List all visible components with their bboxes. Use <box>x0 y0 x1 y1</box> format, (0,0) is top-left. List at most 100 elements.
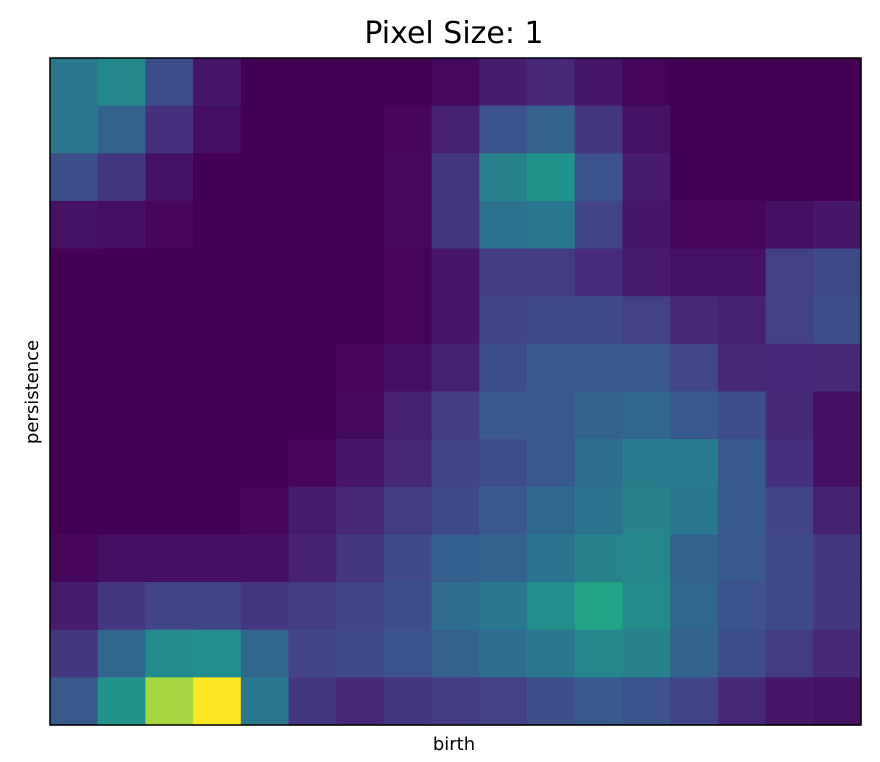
heatmap-cell <box>383 677 433 726</box>
heatmap-cell <box>574 629 624 678</box>
heatmap-cell <box>479 153 528 202</box>
heatmap-cell <box>193 391 242 440</box>
heatmap-cells <box>50 58 862 726</box>
heatmap-cell <box>193 343 242 393</box>
heatmap-cell <box>193 105 242 154</box>
heatmap-cell <box>145 582 194 631</box>
heatmap-cell <box>670 58 719 107</box>
heatmap-cell <box>670 105 719 154</box>
heatmap-cell <box>670 677 719 726</box>
heatmap-cell <box>336 439 385 488</box>
heatmap-cell <box>527 439 576 488</box>
heatmap-cell <box>622 58 671 107</box>
heatmap-cell <box>240 629 290 678</box>
heatmap-cell <box>97 58 147 107</box>
heatmap-cell <box>193 486 242 536</box>
heatmap-cell <box>336 200 385 250</box>
heatmap-cell <box>431 296 480 345</box>
heatmap-cell <box>336 629 385 678</box>
heatmap-cell <box>670 629 719 678</box>
heatmap-cell <box>813 343 862 393</box>
heatmap-cell <box>431 343 480 393</box>
heatmap-cell <box>383 439 433 488</box>
heatmap-cell <box>288 248 337 297</box>
heatmap-cell <box>670 534 719 583</box>
heatmap-cell <box>574 343 624 393</box>
heatmap-cell <box>717 58 767 107</box>
heatmap-cell <box>479 343 528 393</box>
heatmap-cell <box>288 58 337 107</box>
heatmap-cell <box>431 58 480 107</box>
heatmap-cell <box>527 343 576 393</box>
heatmap-cell <box>240 677 290 726</box>
heatmap-cell <box>97 582 147 631</box>
heatmap-cell <box>97 677 147 726</box>
heatmap-cell <box>288 391 337 440</box>
heatmap-cell <box>574 296 624 345</box>
heatmap-cell <box>288 153 337 202</box>
heatmap-cell <box>288 486 337 536</box>
heatmap-cell <box>97 296 147 345</box>
heatmap-cell <box>670 296 719 345</box>
heatmap-cell <box>622 391 671 440</box>
heatmap-cell <box>145 296 194 345</box>
heatmap-cell <box>813 486 862 536</box>
heatmap-cell <box>50 534 99 583</box>
heatmap-cell <box>336 248 385 297</box>
heatmap-cell <box>765 296 814 345</box>
heatmap-cell <box>288 439 337 488</box>
heatmap-cell <box>574 486 624 536</box>
heatmap-cell <box>479 534 528 583</box>
heatmap-cell <box>574 582 624 631</box>
heatmap-cell <box>240 486 290 536</box>
heatmap-cell <box>479 629 528 678</box>
heatmap-cell <box>383 534 433 583</box>
heatmap-cell <box>717 200 767 250</box>
heatmap-cell <box>622 343 671 393</box>
heatmap-cell <box>622 105 671 154</box>
heatmap-cell <box>97 486 147 536</box>
heatmap-cell <box>717 534 767 583</box>
heatmap-cell <box>193 582 242 631</box>
heatmap-cell <box>431 248 480 297</box>
heatmap-cell <box>193 296 242 345</box>
heatmap-cell <box>622 248 671 297</box>
heatmap-cell <box>240 58 290 107</box>
heatmap-cell <box>670 486 719 536</box>
heatmap-cell <box>717 582 767 631</box>
heatmap-cell <box>145 248 194 297</box>
heatmap-cell <box>717 629 767 678</box>
heatmap-cell <box>670 153 719 202</box>
heatmap-cell <box>813 105 862 154</box>
heatmap-cell <box>765 391 814 440</box>
heatmap-cell <box>717 105 767 154</box>
heatmap-cell <box>527 248 576 297</box>
heatmap-cell <box>765 439 814 488</box>
heatmap-cell <box>813 534 862 583</box>
heatmap-cell <box>288 200 337 250</box>
heatmap-cell <box>765 629 814 678</box>
heatmap-cell <box>288 296 337 345</box>
heatmap-cell <box>527 105 576 154</box>
heatmap-cell <box>479 582 528 631</box>
heatmap-cell <box>50 153 99 202</box>
heatmap-cell <box>336 296 385 345</box>
heatmap-cell <box>765 486 814 536</box>
heatmap-cell <box>479 58 528 107</box>
heatmap-cell <box>717 439 767 488</box>
heatmap-cell <box>240 391 290 440</box>
heatmap-cell <box>527 582 576 631</box>
heatmap-cell <box>97 153 147 202</box>
heatmap-cell <box>479 677 528 726</box>
heatmap-cell <box>479 439 528 488</box>
heatmap-cell <box>479 248 528 297</box>
heatmap-cell <box>479 105 528 154</box>
heatmap-cell <box>145 391 194 440</box>
heatmap-cell <box>240 248 290 297</box>
heatmap-cell <box>50 58 99 107</box>
heatmap-cell <box>145 486 194 536</box>
heatmap-cell <box>383 200 433 250</box>
heatmap-cell <box>574 200 624 250</box>
heatmap-cell <box>145 343 194 393</box>
heatmap-cell <box>527 153 576 202</box>
